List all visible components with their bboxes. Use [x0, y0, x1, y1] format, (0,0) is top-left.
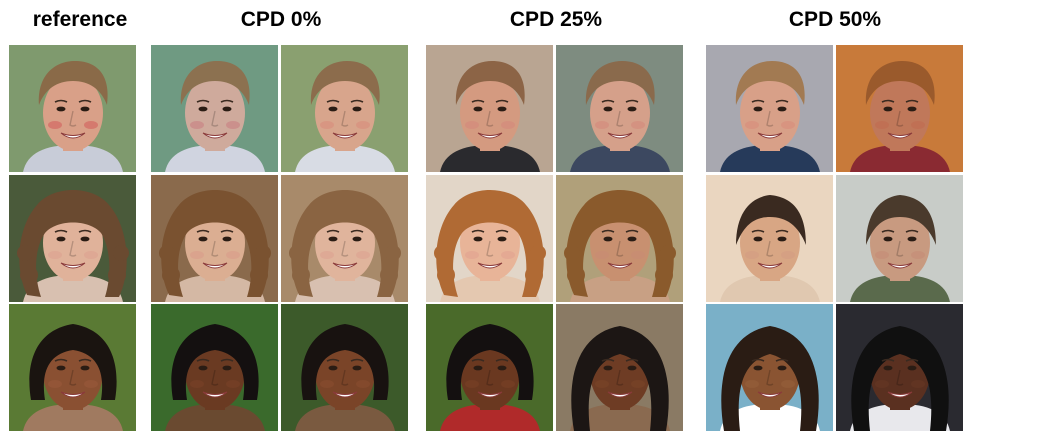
- face-image-r2-c5: [556, 175, 683, 302]
- face-image-r1-c2: [151, 45, 278, 172]
- face-image-r3-c6: [706, 304, 833, 431]
- face-image-r2-c1: [9, 175, 136, 302]
- face-image-r2-c7: [836, 175, 963, 302]
- column-title-cpd-0: CPD 0%: [240, 8, 322, 31]
- face-image-r2-c2: [151, 175, 278, 302]
- column-title-cpd-50: CPD 50%: [788, 8, 882, 31]
- face-image-r3-c5: [556, 304, 683, 431]
- face-image-r1-c7: [836, 45, 963, 172]
- face-image-r1-c1: [9, 45, 136, 172]
- face-image-r3-c4: [426, 304, 553, 431]
- column-title-reference: reference: [32, 8, 128, 31]
- face-image-r3-c3: [281, 304, 408, 431]
- face-image-r3-c7: [836, 304, 963, 431]
- face-image-r3-c2: [151, 304, 278, 431]
- face-image-r1-c6: [706, 45, 833, 172]
- column-title-cpd-25: CPD 25%: [509, 8, 603, 31]
- face-image-r1-c5: [556, 45, 683, 172]
- face-image-r3-c1: [9, 304, 136, 431]
- face-image-r2-c3: [281, 175, 408, 302]
- face-image-r1-c3: [281, 45, 408, 172]
- face-image-r2-c6: [706, 175, 833, 302]
- face-image-r1-c4: [426, 45, 553, 172]
- face-image-r2-c4: [426, 175, 553, 302]
